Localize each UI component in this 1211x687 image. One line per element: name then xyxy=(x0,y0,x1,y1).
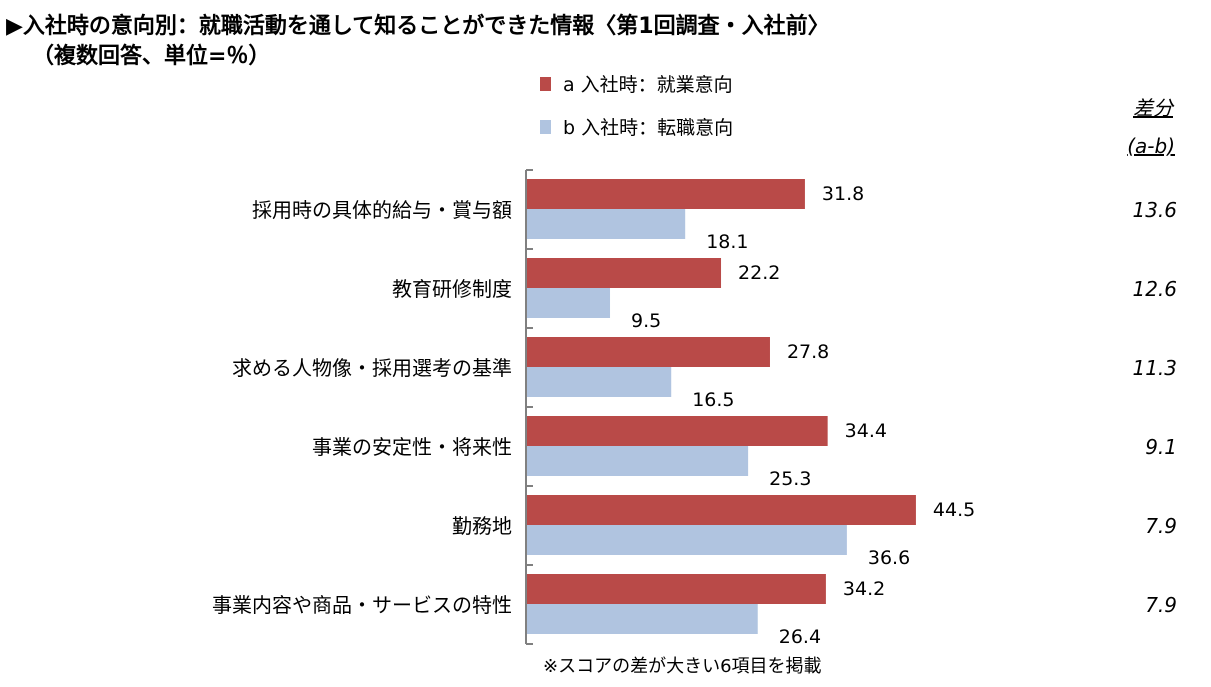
value-label-b: 18.1 xyxy=(706,231,748,253)
value-label-b: 26.4 xyxy=(779,626,821,648)
legend-item-a: a 入社時：就業意向 xyxy=(540,70,733,97)
title-line-2: （複数回答、単位=％） xyxy=(32,44,271,69)
legend-item-b: b 入社時：転職意向 xyxy=(540,113,733,140)
value-label-b: 36.6 xyxy=(868,547,910,569)
difference-header-1: 差分 xyxy=(1133,96,1173,120)
difference-value: 11.3 xyxy=(1132,356,1177,380)
bar-a xyxy=(527,574,826,604)
chart-title: ▶入社時の意向別：就職活動を通して知ることができた情報〈第1回調査・入社前〉 （… xyxy=(6,12,830,72)
bar-a xyxy=(527,258,722,288)
difference-header-2: (a-b) xyxy=(1127,134,1175,158)
bar-a xyxy=(527,179,805,209)
category-label: 採用時の具体的給与・賞与額 xyxy=(252,198,512,222)
category-label: 教育研修制度 xyxy=(392,277,512,301)
bar-a xyxy=(527,495,916,525)
difference-value: 7.9 xyxy=(1145,514,1177,538)
legend-swatch-b xyxy=(540,119,551,134)
difference-value: 7.9 xyxy=(1145,593,1177,617)
category-label: 事業の安定性・将来性 xyxy=(312,435,512,459)
legend-label-a: a 入社時：就業意向 xyxy=(563,74,733,96)
legend-label-b: b 入社時：転職意向 xyxy=(563,117,734,139)
value-label-a: 27.8 xyxy=(787,341,829,363)
category-label: 勤務地 xyxy=(452,514,512,538)
value-label-a: 31.8 xyxy=(822,183,864,205)
bar-b xyxy=(527,604,758,634)
value-label-b: 25.3 xyxy=(769,468,811,490)
value-label-a: 34.2 xyxy=(843,578,885,600)
value-label-a: 22.2 xyxy=(738,262,780,284)
title-line-1: ▶入社時の意向別：就職活動を通して知ることができた情報〈第1回調査・入社前〉 xyxy=(6,14,830,39)
legend-swatch-a xyxy=(540,76,551,91)
bar-b xyxy=(527,367,672,397)
bar-b xyxy=(527,446,749,476)
value-label-b: 9.5 xyxy=(631,310,661,332)
category-label: 求める人物像・採用選考の基準 xyxy=(232,356,512,380)
bar-a xyxy=(527,337,770,367)
bar-b xyxy=(527,525,847,555)
value-label-b: 16.5 xyxy=(692,389,734,411)
difference-value: 13.6 xyxy=(1132,198,1177,222)
bar-a xyxy=(527,416,828,446)
category-label: 事業内容や商品・サービスの特性 xyxy=(212,593,512,617)
bar-b xyxy=(527,288,611,318)
footnote: ※スコアの差が大きい6項目を掲載 xyxy=(543,656,822,677)
difference-value: 12.6 xyxy=(1132,277,1177,301)
bar-b xyxy=(527,209,686,239)
difference-value: 9.1 xyxy=(1145,435,1177,459)
value-label-a: 34.4 xyxy=(845,420,887,442)
value-label-a: 44.5 xyxy=(933,499,975,521)
